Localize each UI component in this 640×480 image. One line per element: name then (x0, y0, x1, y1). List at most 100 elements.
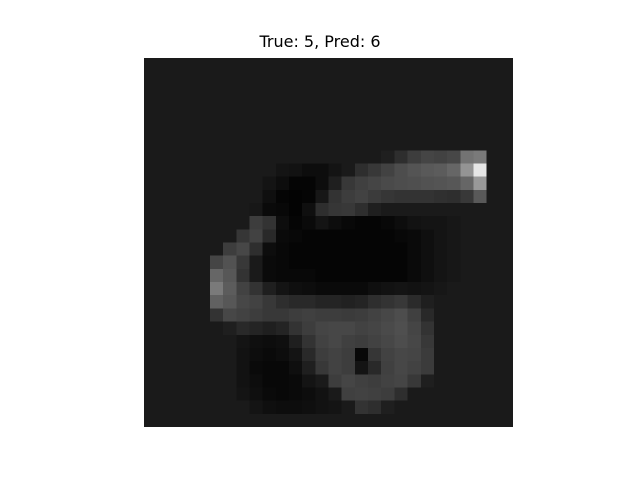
pixel-r5-c5 (209, 123, 224, 138)
pixel-r26-c12 (302, 400, 316, 414)
pixel-r8-c7 (236, 163, 250, 177)
pixel-r9-c8 (249, 176, 263, 190)
pixel-r25-c7 (236, 387, 250, 401)
pixel-r27-c3 (183, 413, 197, 427)
pixel-r1-c4 (196, 71, 210, 85)
pixel-r17-c15 (341, 282, 355, 296)
pixel-r9-c4 (196, 176, 210, 190)
pixel-r16-c26 (486, 268, 500, 283)
pixel-r18-c3 (183, 295, 197, 309)
pixel-r15-c14 (328, 255, 342, 269)
pixel-r0-c23 (447, 58, 461, 72)
pixel-r12-c16 (354, 216, 369, 230)
pixel-r7-c24 (460, 150, 474, 164)
pixel-r27-c17 (368, 413, 382, 427)
pixel-r20-c15 (341, 321, 355, 335)
pixel-r6-c18 (381, 137, 395, 151)
pixel-r21-c11 (288, 334, 303, 348)
pixel-r9-c6 (223, 176, 237, 190)
pixel-r11-c1 (157, 202, 171, 217)
pixel-r13-c24 (460, 229, 474, 243)
pixel-r10-c11 (288, 189, 303, 203)
pixel-r17-c4 (196, 282, 210, 296)
pixel-r5-c22 (433, 123, 448, 138)
pixel-r20-c7 (236, 321, 250, 335)
pixel-r17-c7 (236, 282, 250, 296)
pixel-r18-c7 (236, 295, 250, 309)
pixel-r21-c9 (262, 334, 276, 348)
pixel-r22-c4 (196, 347, 210, 362)
pixel-r21-c15 (341, 334, 355, 348)
pixel-r8-c23 (447, 163, 461, 177)
pixel-r10-c24 (460, 189, 474, 203)
pixel-r22-c9 (262, 347, 276, 362)
pixel-r19-c8 (249, 308, 263, 322)
pixel-r13-c3 (183, 229, 197, 243)
pixel-r26-c2 (170, 400, 184, 414)
pixel-r0-c9 (262, 58, 276, 72)
pixel-r2-c1 (157, 84, 171, 98)
pixel-r21-c26 (486, 334, 500, 348)
pixel-r18-c23 (447, 295, 461, 309)
pixel-r18-c12 (302, 295, 316, 309)
pixel-r19-c23 (447, 308, 461, 322)
pixel-r22-c3 (183, 347, 197, 362)
pixel-r19-c17 (368, 308, 382, 322)
pixel-r6-c4 (196, 137, 210, 151)
pixel-r24-c23 (447, 374, 461, 388)
pixel-r5-c21 (420, 123, 434, 138)
pixel-r19-c14 (328, 308, 342, 322)
pixel-r7-c26 (486, 150, 500, 164)
pixel-r10-c9 (262, 189, 276, 203)
pixel-r13-c6 (223, 229, 237, 243)
pixel-r14-c22 (433, 242, 448, 256)
pixel-r9-c16 (354, 176, 369, 190)
pixel-r7-c23 (447, 150, 461, 164)
pixel-r15-c1 (157, 255, 171, 269)
pixel-r2-c12 (302, 84, 316, 98)
pixel-r0-c5 (209, 58, 224, 72)
pixel-r18-c27 (499, 295, 513, 309)
pixel-r27-c2 (170, 413, 184, 427)
pixel-r10-c14 (328, 189, 342, 203)
pixel-r24-c18 (381, 374, 395, 388)
pixel-r16-c24 (460, 268, 474, 283)
pixel-r20-c0 (144, 321, 158, 335)
pixel-r14-c24 (460, 242, 474, 256)
pixel-r17-c13 (315, 282, 329, 296)
pixel-r11-c21 (420, 202, 434, 217)
pixel-r20-c2 (170, 321, 184, 335)
pixel-r2-c25 (473, 84, 487, 98)
pixel-r18-c10 (275, 295, 289, 309)
pixel-r27-c20 (407, 413, 421, 427)
pixel-r7-c7 (236, 150, 250, 164)
pixel-r24-c22 (433, 374, 448, 388)
pixel-r26-c8 (249, 400, 263, 414)
pixel-r5-c6 (223, 123, 237, 138)
pixel-r5-c20 (407, 123, 421, 138)
pixel-r21-c8 (249, 334, 263, 348)
pixel-r8-c20 (407, 163, 421, 177)
pixel-r14-c3 (183, 242, 197, 256)
pixel-r3-c10 (275, 97, 289, 111)
pixel-r3-c17 (368, 97, 382, 111)
pixel-r14-c10 (275, 242, 289, 256)
pixel-r26-c19 (394, 400, 408, 414)
pixel-r25-c22 (433, 387, 448, 401)
pixel-r4-c3 (183, 110, 197, 124)
pixel-r25-c0 (144, 387, 158, 401)
pixel-r10-c1 (157, 189, 171, 203)
pixel-r7-c19 (394, 150, 408, 164)
pixel-r6-c20 (407, 137, 421, 151)
pixel-r10-c20 (407, 189, 421, 203)
pixel-r20-c8 (249, 321, 263, 335)
pixel-r6-c23 (447, 137, 461, 151)
pixel-r27-c26 (486, 413, 500, 427)
pixel-r22-c19 (394, 347, 408, 362)
pixel-r24-c21 (420, 374, 434, 388)
pixel-r3-c23 (447, 97, 461, 111)
pixel-r25-c6 (223, 387, 237, 401)
pixel-r4-c10 (275, 110, 289, 124)
pixel-r8-c8 (249, 163, 263, 177)
pixel-r6-c15 (341, 137, 355, 151)
